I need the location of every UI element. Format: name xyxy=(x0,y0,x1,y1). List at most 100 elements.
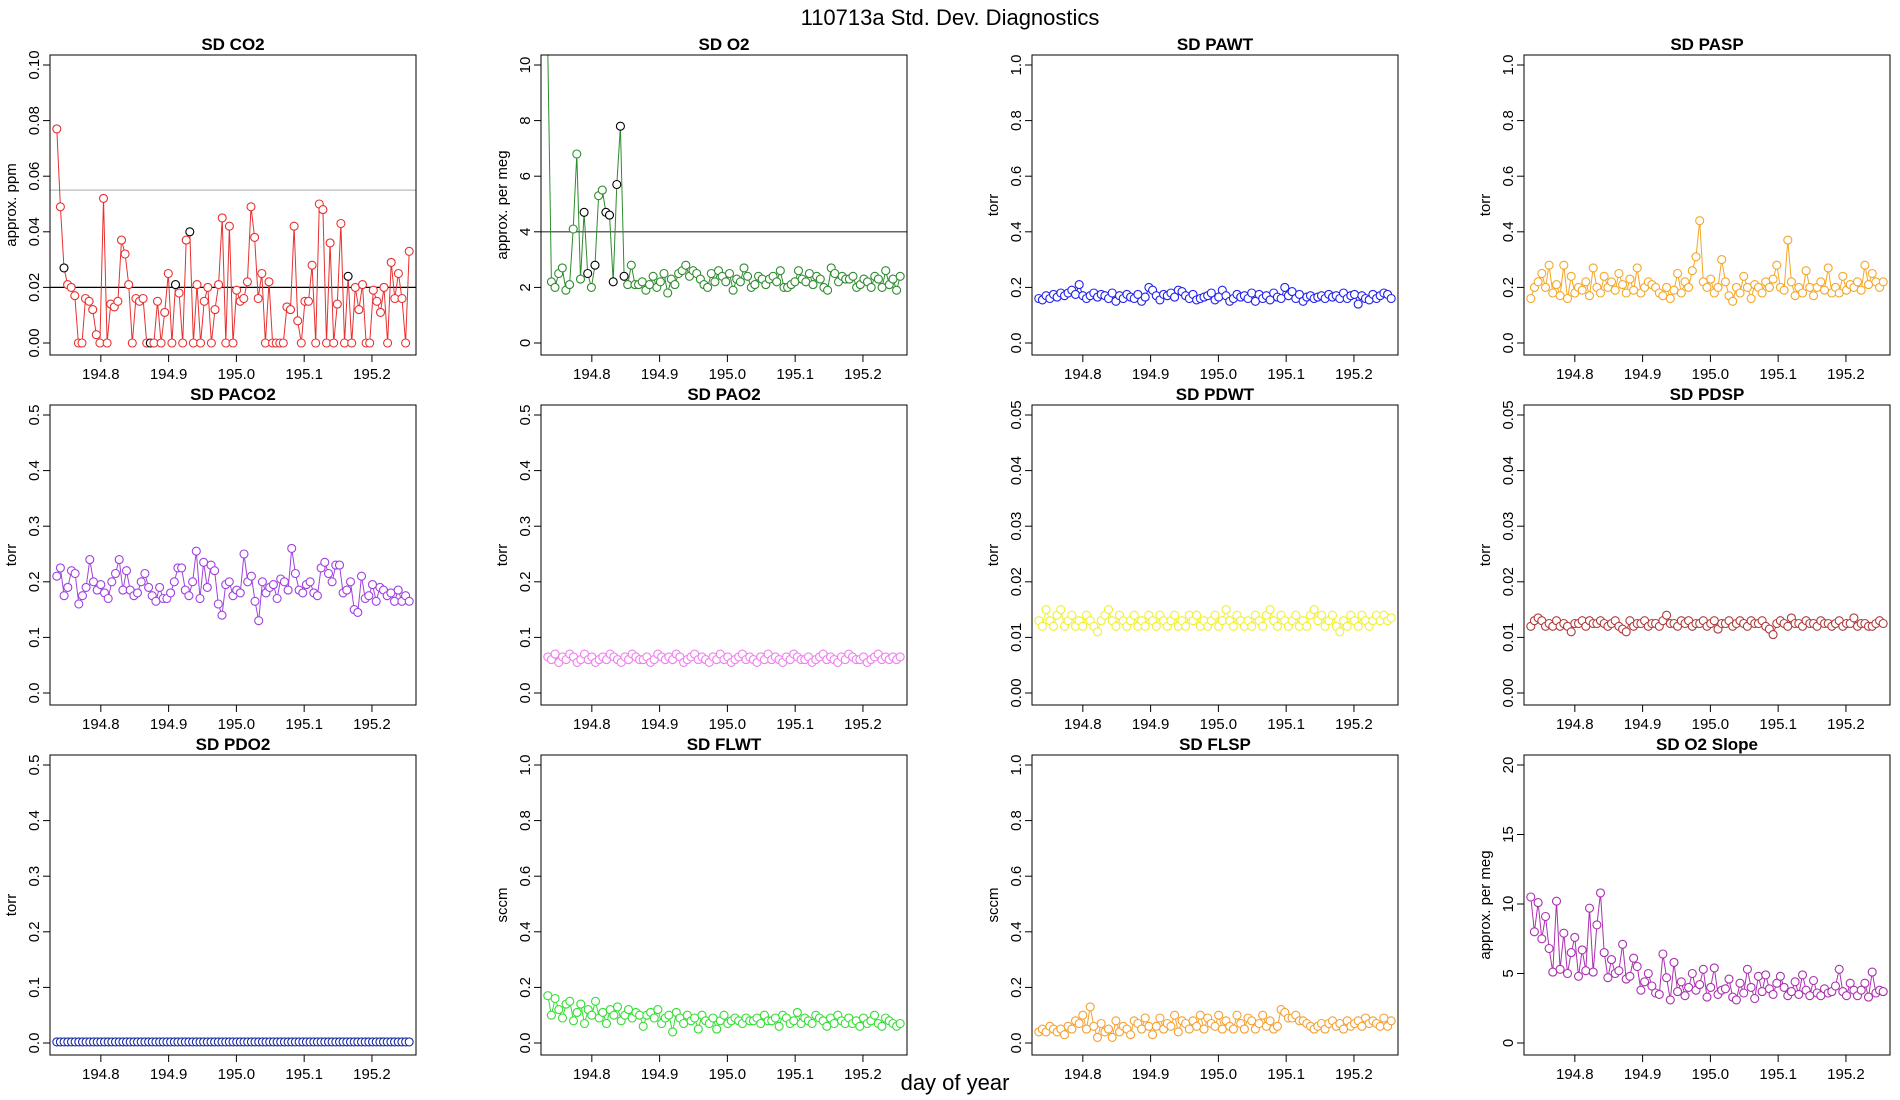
y-axis-label: sccm xyxy=(985,888,1002,923)
data-point xyxy=(1764,282,1774,292)
data-point xyxy=(364,591,374,601)
data-point xyxy=(235,588,245,598)
data-point xyxy=(1606,955,1617,965)
data-point xyxy=(1280,282,1290,292)
data-point xyxy=(332,299,342,309)
data-point xyxy=(232,285,242,295)
data-point xyxy=(565,996,575,1006)
data-point xyxy=(1588,967,1598,977)
x-tick-label: 195.1 xyxy=(776,716,814,733)
data-point xyxy=(272,593,282,604)
data-point xyxy=(1816,277,1826,287)
data-point xyxy=(102,338,112,348)
data-point xyxy=(815,274,825,284)
data-point xyxy=(1757,288,1767,298)
x-tick-label: 194.9 xyxy=(641,716,679,733)
chart-title: SD CO2 xyxy=(201,35,264,54)
y-tick-label: 0.3 xyxy=(26,866,43,887)
chart-sd-pdo2: SD PDO2 0.0 0.1 0.2 0.3 0.4 0.5 torr 194.8 194.9 1… xyxy=(3,735,417,1083)
data-point xyxy=(214,280,224,290)
data-point xyxy=(1544,260,1554,270)
data-point xyxy=(1724,974,1734,984)
data-point xyxy=(866,282,876,292)
data-point xyxy=(1272,1021,1282,1031)
data-point xyxy=(1801,266,1811,276)
data-point xyxy=(372,296,382,306)
data-point xyxy=(181,235,191,245)
x-tick-label: 195.1 xyxy=(1267,1066,1305,1083)
data-point xyxy=(1166,1021,1176,1031)
y-tick-label: 0.0 xyxy=(517,1033,534,1054)
y-tick-label: 2 xyxy=(517,283,534,291)
data-point xyxy=(1625,971,1635,981)
data-point xyxy=(1691,252,1701,262)
data-point xyxy=(1856,985,1866,995)
y-tick-label: 0.0 xyxy=(1008,333,1025,354)
data-point xyxy=(1140,292,1150,302)
data-point xyxy=(1614,966,1624,976)
data-point xyxy=(386,257,396,267)
data-point xyxy=(1056,605,1066,615)
data-point xyxy=(1316,610,1327,620)
chart-title: SD PAWT xyxy=(1177,35,1254,54)
data-point xyxy=(77,338,87,348)
data-series xyxy=(1034,280,1396,309)
data-point xyxy=(318,205,328,215)
data-point xyxy=(155,582,165,592)
data-point xyxy=(1830,981,1841,991)
plot-frame xyxy=(1031,54,1399,356)
data-series xyxy=(1526,888,1888,1005)
data-point xyxy=(203,282,213,292)
data-point xyxy=(1808,975,1819,986)
data-point xyxy=(1595,288,1606,298)
data-point xyxy=(1808,291,1819,301)
y-tick-label: 0.4 xyxy=(26,460,43,481)
data-point xyxy=(307,260,317,270)
data-point xyxy=(177,563,187,573)
data-point xyxy=(1533,898,1543,908)
data-point xyxy=(404,596,414,606)
data-point xyxy=(1199,1024,1209,1034)
data-point xyxy=(649,1013,659,1023)
y-axis-label: torr xyxy=(1477,194,1494,217)
data-point xyxy=(401,338,411,348)
chart-title: SD FLWT xyxy=(687,735,762,754)
x-tick-label: 195.0 xyxy=(218,1066,256,1083)
data-point xyxy=(1067,1024,1077,1034)
data-point xyxy=(1746,982,1756,992)
y-tick-label: 0.06 xyxy=(26,162,43,191)
data-point xyxy=(807,1018,817,1029)
data-point xyxy=(1573,971,1584,981)
data-point xyxy=(1662,282,1672,292)
data-point xyxy=(365,338,375,348)
data-point xyxy=(664,1010,674,1020)
data-point xyxy=(1636,985,1646,995)
data-point xyxy=(1221,605,1231,615)
data-point xyxy=(609,1010,619,1020)
data-point xyxy=(55,563,65,573)
data-point xyxy=(1739,271,1749,281)
data-point xyxy=(1247,621,1257,631)
data-point xyxy=(1353,621,1363,631)
data-point xyxy=(389,596,400,606)
data-point xyxy=(138,293,148,304)
data-point xyxy=(1111,621,1121,631)
data-series xyxy=(52,124,414,348)
chart-title: SD PDO2 xyxy=(196,735,271,754)
data-point xyxy=(289,221,299,231)
data-point xyxy=(242,277,252,287)
data-point xyxy=(303,296,314,306)
x-tick-label: 195.1 xyxy=(285,366,323,383)
data-point xyxy=(1610,285,1620,295)
data-series xyxy=(52,543,414,626)
data-point xyxy=(1239,1024,1249,1034)
data-point xyxy=(892,285,902,295)
data-point xyxy=(583,268,593,279)
x-tick-label: 195.0 xyxy=(709,366,747,383)
data-point xyxy=(305,577,315,587)
chart-sd-o2: SD O2 0 2 4 6 8 10 approx. per meg 194.8 194.9 195… xyxy=(494,35,908,383)
data-point xyxy=(1570,932,1580,942)
data-point xyxy=(792,1007,802,1017)
data-point xyxy=(356,571,367,581)
data-series xyxy=(52,1037,414,1047)
